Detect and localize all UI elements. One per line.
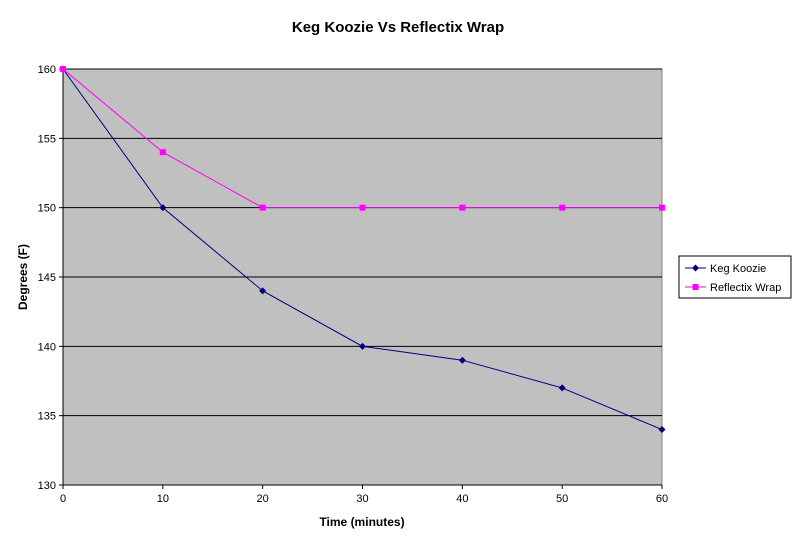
data-point <box>259 204 266 211</box>
y-tick-label: 130 <box>38 480 56 492</box>
x-tick-label: 20 <box>257 493 269 505</box>
y-tick-label: 140 <box>38 341 56 353</box>
y-tick-label: 135 <box>38 411 56 423</box>
data-point <box>259 287 267 295</box>
legend-marker <box>692 284 699 290</box>
data-point <box>459 204 466 211</box>
data-point <box>359 204 366 211</box>
gridlines <box>63 68 662 417</box>
legend-box <box>678 255 792 299</box>
legend-label: Reflectix Wrap <box>710 282 781 294</box>
x-axis-ticks: 0 10 20 30 40 50 60 <box>60 485 668 505</box>
chart-title: Keg Koozie Vs Reflectix Wrap <box>292 19 504 36</box>
x-tick-label: 10 <box>157 493 169 505</box>
data-point <box>558 384 566 392</box>
data-point <box>559 204 566 211</box>
y-axis-ticks: 130 135 140 145 150 155 160 <box>38 64 63 492</box>
y-tick-label: 150 <box>38 203 56 215</box>
data-point <box>458 356 466 364</box>
y-tick-label: 145 <box>38 272 56 284</box>
data-point <box>658 426 666 434</box>
x-axis-label: Time (minutes) <box>319 515 404 529</box>
data-point <box>659 204 665 211</box>
data-point <box>159 204 167 212</box>
series-1 <box>60 66 665 211</box>
x-tick-label: 60 <box>656 493 668 505</box>
y-tick-label: 160 <box>38 64 56 76</box>
y-tick-label: 155 <box>38 133 56 145</box>
x-tick-label: 0 <box>60 493 66 505</box>
x-tick-label: 30 <box>356 493 368 505</box>
x-tick-label: 50 <box>556 493 568 505</box>
y-axis-label: Degrees (F) <box>16 244 30 310</box>
series-layer <box>59 65 666 434</box>
data-point <box>359 342 366 350</box>
x-tick-label: 40 <box>456 493 468 505</box>
legend-marker <box>692 264 699 272</box>
data-point <box>159 149 166 156</box>
legend-label: Keg Koozie <box>710 263 766 275</box>
data-point <box>60 66 66 72</box>
legend: Keg Koozie Reflectix Wrap <box>678 255 792 299</box>
